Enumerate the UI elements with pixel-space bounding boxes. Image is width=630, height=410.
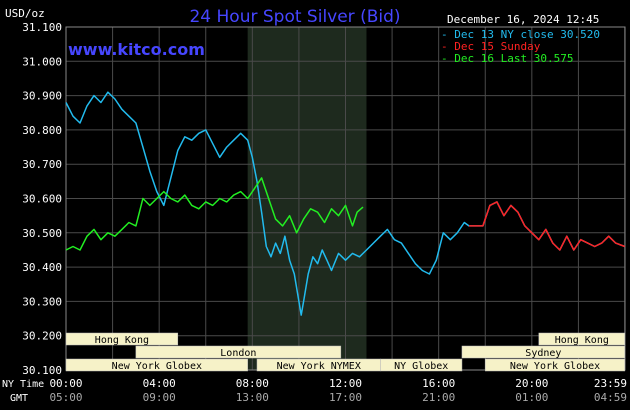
x-tick-gmt-4: 21:00 bbox=[422, 391, 455, 404]
session-label-1: Hong Kong bbox=[555, 335, 609, 346]
watermark-link: www.kitco.com bbox=[68, 40, 205, 59]
session-label-5: New York NYMEX bbox=[277, 361, 361, 372]
legend-entry-dec15: - Dec 15 Sunday bbox=[441, 40, 541, 53]
series-line-2 bbox=[65, 177, 364, 251]
x-axis-label-gmt: GMT bbox=[10, 393, 28, 404]
x-tick-ny-5: 20:00 bbox=[515, 377, 548, 390]
y-tick-label-4: 30.500 bbox=[22, 227, 62, 240]
session-box-1 bbox=[538, 332, 626, 346]
legend-entry-dec13: - Dec 13 NY close 30.520 bbox=[441, 28, 600, 41]
x-tick-gmt-1: 09:00 bbox=[143, 391, 176, 404]
y-tick-labels: 30.100 30.200 30.300 30.400 30.500 30.600 30.7… bbox=[22, 21, 62, 377]
y-tick-label-1: 30.200 bbox=[22, 330, 62, 343]
session-label-2: London bbox=[220, 348, 256, 359]
y-tick-label-2: 30.300 bbox=[22, 295, 62, 308]
legend: - Dec 13 NY close 30.520 - Dec 15 Sunday… bbox=[441, 28, 600, 65]
series-line-1 bbox=[468, 201, 626, 251]
x-tick-gmt-0: 05:00 bbox=[49, 391, 82, 404]
chart-timestamp: December 16, 2024 12:45 bbox=[447, 13, 599, 26]
session-box-7 bbox=[485, 358, 626, 372]
y-tick-label-3: 30.400 bbox=[22, 261, 62, 274]
x-tick-gmt-2: 13:00 bbox=[236, 391, 269, 404]
y-tick-label-10: 31.100 bbox=[22, 21, 62, 34]
session-box-0 bbox=[65, 332, 179, 346]
session-label-6: NY Globex bbox=[394, 361, 448, 372]
x-tick-ny-2: 08:00 bbox=[236, 377, 269, 390]
x-tick-ny-1: 04:00 bbox=[143, 377, 176, 390]
x-axis-label-ny: NY Time bbox=[2, 379, 44, 390]
session-label-4: New York Globex bbox=[112, 361, 202, 372]
session-box-2 bbox=[135, 345, 342, 359]
x-tick-ny-0: 00:00 bbox=[49, 377, 82, 390]
session-box-3 bbox=[461, 345, 626, 359]
x-tick-ny-3: 12:00 bbox=[329, 377, 362, 390]
y-tick-label-7: 30.800 bbox=[22, 124, 62, 137]
y-tick-label-0: 30.100 bbox=[22, 364, 62, 377]
y-tick-label-6: 30.700 bbox=[22, 158, 62, 171]
y-axis-label: USD/oz bbox=[5, 7, 45, 20]
x-tick-gmt-3: 17:00 bbox=[329, 391, 362, 404]
session-box-4 bbox=[65, 358, 248, 372]
grid-layer bbox=[65, 26, 626, 371]
session-label-0: Hong Kong bbox=[95, 335, 149, 346]
x-tick-ny-4: 16:00 bbox=[422, 377, 455, 390]
y-tick-label-9: 31.000 bbox=[22, 55, 62, 68]
legend-entry-dec16: - Dec 16 Last 30.575 bbox=[441, 52, 573, 65]
series-layer bbox=[65, 91, 626, 316]
market-session-boxes: Hong Kong Hong Kong London Sydney New York G… bbox=[65, 332, 626, 372]
legend-label-dec16: Dec 16 Last 30.575 bbox=[454, 52, 573, 65]
legend-label-dec13: Dec 13 NY close 30.520 bbox=[454, 28, 600, 41]
session-box-6 bbox=[380, 358, 463, 372]
chart-title: 24 Hour Spot Silver (Bid) bbox=[189, 7, 400, 27]
legend-label-dec15: Dec 15 Sunday bbox=[454, 40, 540, 53]
y-tick-label-8: 30.900 bbox=[22, 90, 62, 103]
y-tick-label-5: 30.600 bbox=[22, 193, 62, 206]
session-label-3: Sydney bbox=[525, 348, 561, 359]
x-tick-ny-6: 23:59 bbox=[594, 377, 627, 390]
x-tick-gmt-5: 01:00 bbox=[515, 391, 548, 404]
session-label-7: New York Globex bbox=[510, 361, 600, 372]
x-tick-gmt-6: 04:59 bbox=[594, 391, 627, 404]
